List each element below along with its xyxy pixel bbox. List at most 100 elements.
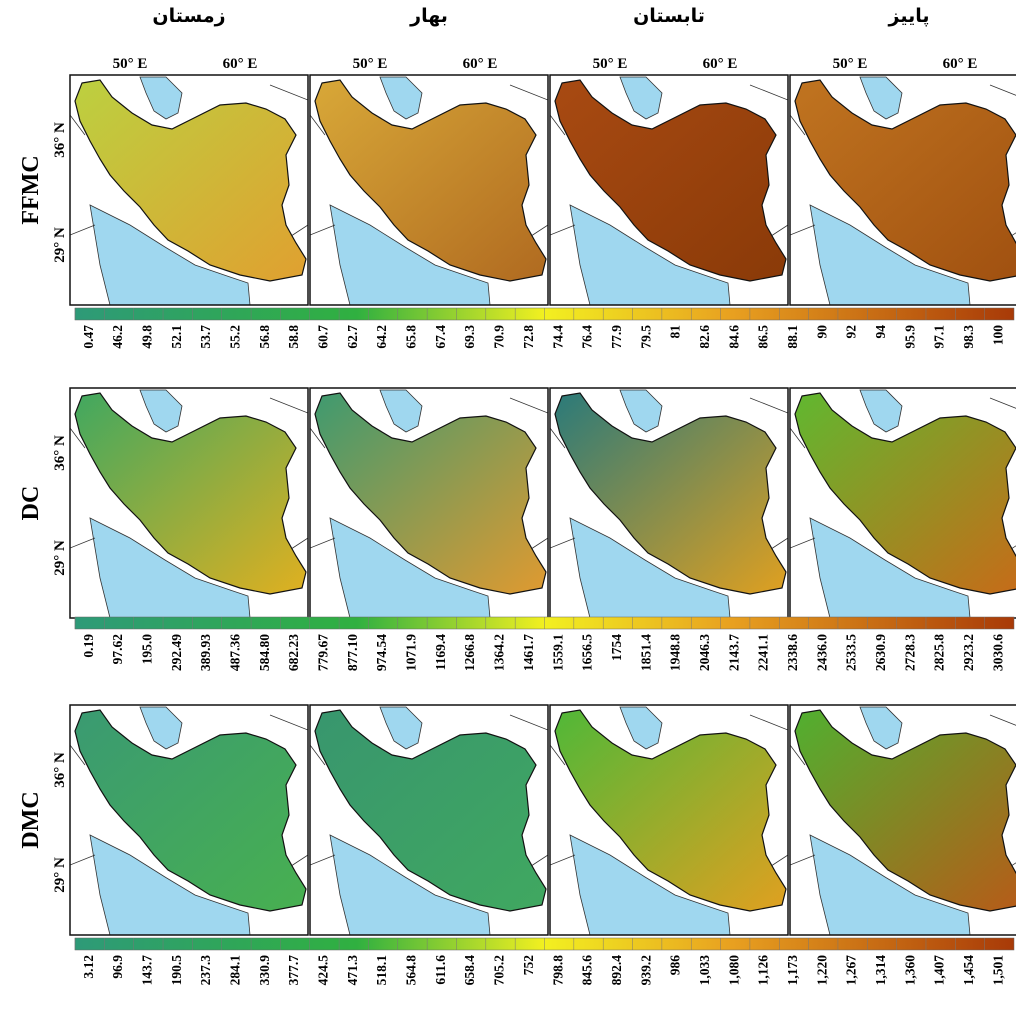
longitude-label: 60° E	[223, 56, 258, 72]
colorbar-label: 143.7	[139, 955, 154, 986]
colorbar-label: 2046.3	[697, 634, 712, 671]
longitude-label: 50° E	[113, 56, 148, 72]
panel-border	[549, 704, 789, 936]
panel-border	[309, 74, 549, 306]
colorbar-label: 564.8	[404, 955, 419, 986]
colorbar-label: 94	[873, 325, 888, 339]
latitude-label: 29° N	[52, 227, 68, 263]
colorbar-label: 584.80	[257, 634, 272, 671]
colorbar-label: 877.10	[345, 634, 360, 671]
colorbar-label: 284.1	[227, 955, 242, 986]
longitude-label: 60° E	[463, 56, 498, 72]
season-title: تابستان	[633, 5, 705, 27]
colorbar-label: 3030.6	[990, 634, 1005, 671]
colorbar-label: 330.9	[257, 955, 272, 986]
longitude-label: 50° E	[833, 56, 868, 72]
colorbar-label: 1656.5	[580, 634, 595, 671]
map-panel	[69, 387, 309, 619]
season-title: بهار	[409, 5, 448, 27]
colorbar-label: 611.6	[433, 955, 448, 985]
colorbar-label: 74.4	[550, 325, 565, 349]
latitude-label: 36° N	[52, 435, 68, 471]
colorbar-label: 53.7	[198, 325, 213, 349]
colorbar-label: 1,126	[756, 955, 771, 986]
colorbar-label: 1,173	[785, 955, 800, 986]
colorbar-label: 60.7	[316, 325, 331, 349]
latitude-label: 36° N	[52, 122, 68, 158]
colorbar-label: 471.3	[345, 955, 360, 986]
colorbar-label: 658.4	[462, 955, 477, 986]
colorbar-label: 82.6	[697, 325, 712, 349]
map-panel	[789, 387, 1016, 619]
colorbar-label: 84.6	[726, 325, 741, 349]
colorbar-label: 90	[814, 325, 829, 339]
colorbar-label: 62.7	[345, 325, 360, 349]
colorbar-label: 1266.8	[462, 634, 477, 671]
colorbar-label: 72.8	[521, 325, 536, 349]
colorbar-label: 76.4	[580, 325, 595, 349]
colorbar-label: 2728.3	[902, 634, 917, 671]
longitude-label: 60° E	[943, 56, 978, 72]
colorbar-label: 86.5	[756, 325, 771, 349]
colorbar-label: 377.7	[286, 955, 301, 986]
colorbar-label: 81	[668, 325, 683, 339]
colorbar-label: 1364.2	[492, 634, 507, 671]
colorbar-label: 424.5	[316, 955, 331, 986]
longitude-label: 60° E	[703, 56, 738, 72]
colorbar-label: 58.8	[286, 325, 301, 349]
map-panel	[789, 74, 1016, 306]
map-panel	[549, 74, 789, 306]
colorbar-label: 97.62	[110, 634, 125, 665]
colorbar-label: 77.9	[609, 325, 624, 349]
colorbar-label: 237.3	[198, 955, 213, 986]
panel-border	[549, 74, 789, 306]
colorbar-label: 2533.5	[844, 634, 859, 671]
colorbar-label: 292.49	[169, 634, 184, 671]
colorbar-label: 705.2	[492, 955, 507, 986]
colorbar-label: 1948.8	[668, 634, 683, 671]
colorbar-label: 0.19	[81, 634, 96, 658]
colorbar-label: 518.1	[374, 955, 389, 986]
panel-border	[789, 704, 1016, 936]
colorbar-label: 65.8	[404, 325, 419, 349]
colorbar-label: 1071.9	[404, 634, 419, 671]
colorbar-label: 49.8	[139, 325, 154, 349]
colorbar-label: 1559.1	[550, 634, 565, 671]
colorbar-label: 70.9	[492, 325, 507, 349]
colorbar-label: 1,407	[932, 955, 947, 986]
colorbar-label: 1461.7	[521, 634, 536, 671]
colorbar-label: 986	[668, 955, 683, 976]
colorbar-label: 2241.1	[756, 634, 771, 671]
colorbar-label: 92	[844, 325, 859, 339]
colorbar-label: 892.4	[609, 955, 624, 986]
colorbar-label: 0.47	[81, 325, 96, 349]
colorbar-label: 2923.2	[961, 634, 976, 671]
colorbar-label: 95.9	[902, 325, 917, 349]
panel-border	[69, 74, 309, 306]
colorbar-label: 1851.4	[638, 634, 653, 671]
colorbar-label: 56.8	[257, 325, 272, 349]
map-panel	[549, 704, 789, 936]
longitude-label: 50° E	[353, 56, 388, 72]
colorbar-label: 1,080	[726, 955, 741, 986]
panel-border	[789, 74, 1016, 306]
colorbar-label: 798.8	[550, 955, 565, 986]
colorbar-label: 88.1	[785, 325, 800, 349]
colorbar-label: 2436.0	[814, 634, 829, 671]
colorbar-label: 2143.7	[726, 634, 741, 671]
colorbar-label: 1,220	[814, 955, 829, 986]
season-title: زمستان	[152, 5, 225, 27]
colorbar-label: 1,501	[990, 955, 1005, 986]
colorbar-label: 190.5	[169, 955, 184, 986]
colorbar-label: 79.5	[638, 325, 653, 349]
colorbar-label: 98.3	[961, 325, 976, 349]
colorbar-label: 2630.9	[873, 634, 888, 671]
colorbar-label: 1,454	[961, 955, 976, 986]
colorbar-label: 64.2	[374, 325, 389, 349]
colorbar-label: 1754	[609, 634, 624, 661]
map-panel	[309, 74, 549, 306]
colorbar-label: 1,314	[873, 955, 888, 986]
map-panel	[309, 704, 549, 936]
colorbar-label: 845.6	[580, 955, 595, 986]
colorbar-label: 97.1	[932, 325, 947, 349]
